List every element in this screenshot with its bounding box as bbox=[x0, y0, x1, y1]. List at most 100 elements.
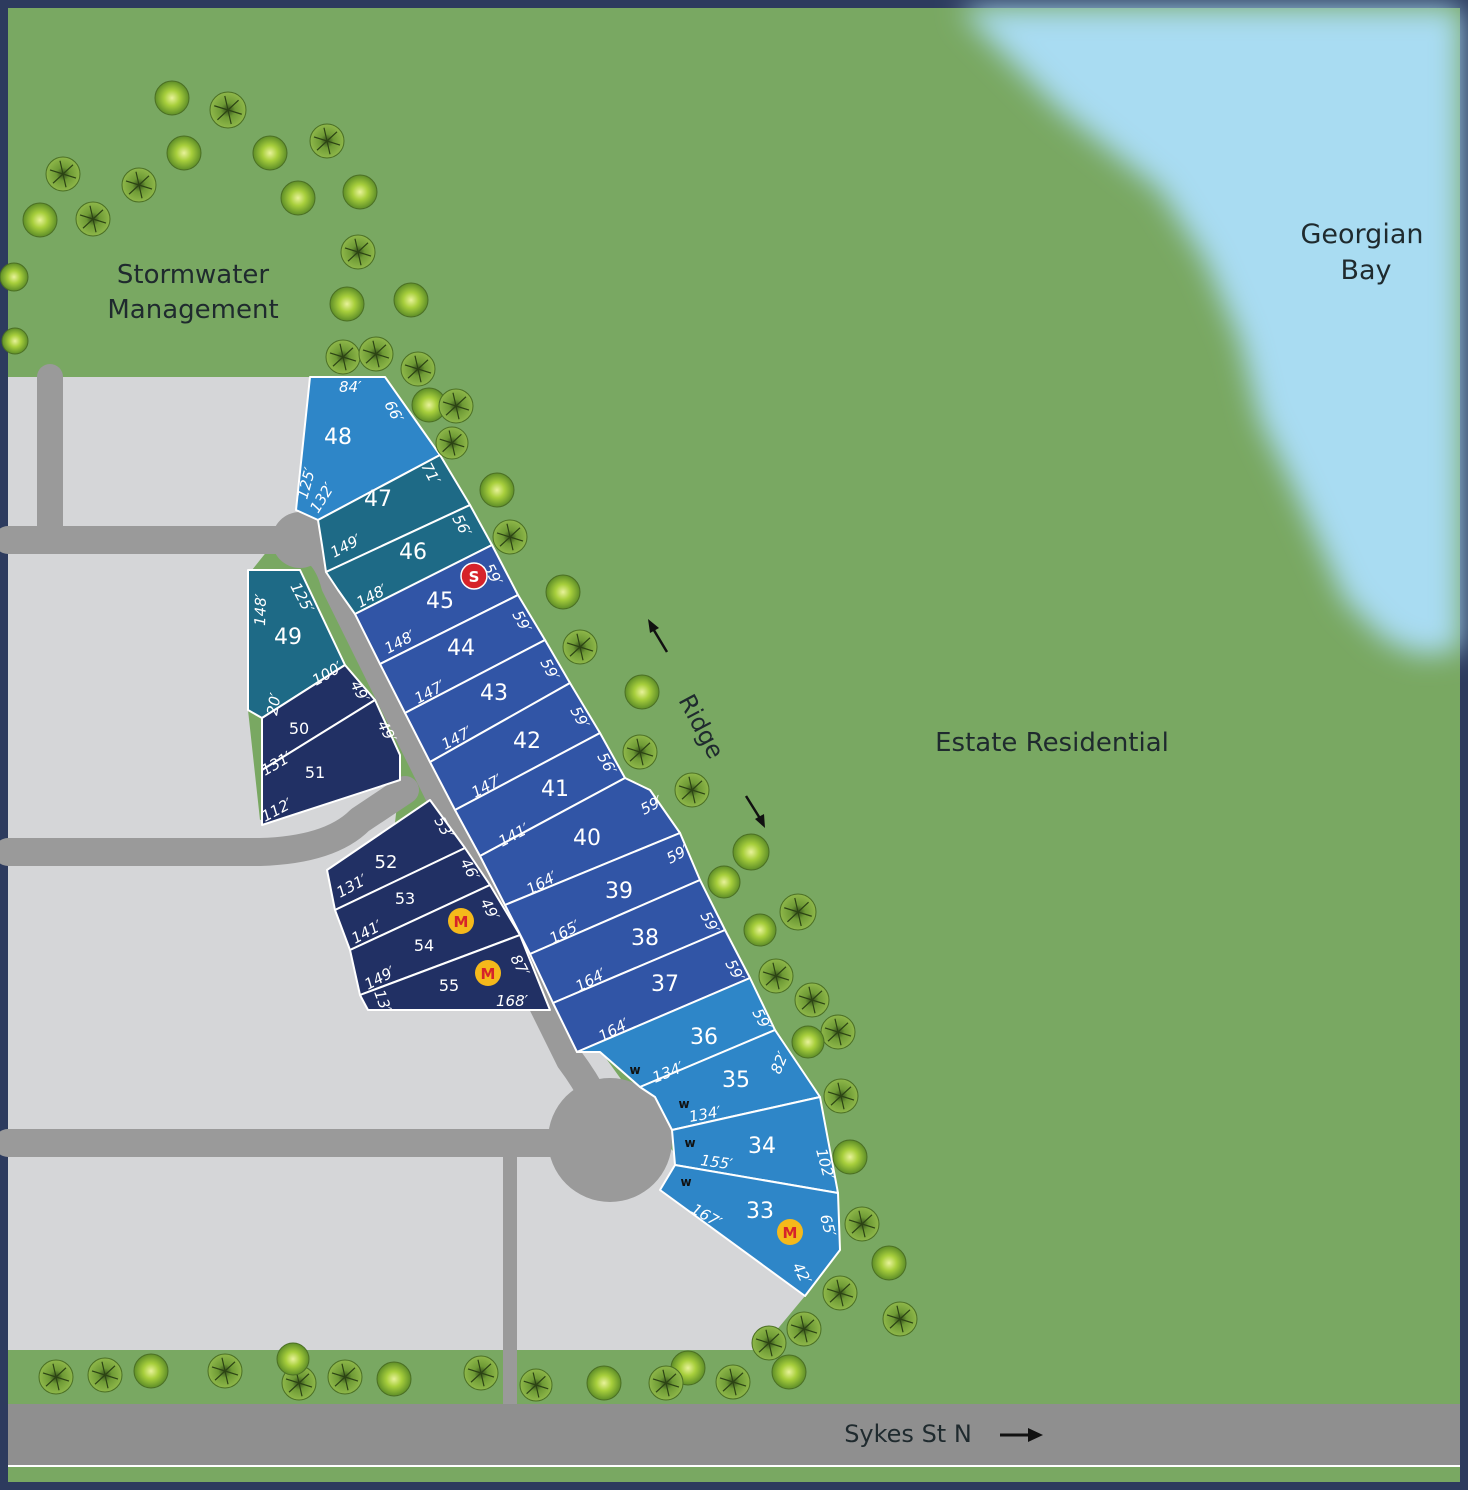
lot-33-number: 33 bbox=[746, 1199, 774, 1224]
tree-icon bbox=[743, 913, 777, 947]
m-marker-label: M bbox=[481, 965, 496, 983]
lot-43-number: 43 bbox=[480, 681, 508, 706]
lot-55-number: 55 bbox=[439, 976, 459, 995]
m-marker-badge bbox=[475, 960, 501, 986]
tree-icon bbox=[586, 1365, 622, 1401]
tree-icon bbox=[751, 1325, 787, 1361]
sykes-st-n-road bbox=[8, 1404, 1460, 1466]
lot-53-number: 53 bbox=[395, 889, 415, 908]
lot-40[interactable] bbox=[479, 777, 681, 906]
tree-icon bbox=[276, 1342, 310, 1376]
m-marker-label: M bbox=[454, 913, 469, 931]
lot-38-number: 38 bbox=[631, 926, 659, 951]
w-marker: w bbox=[684, 1136, 695, 1150]
lot-37-number: 37 bbox=[651, 972, 679, 997]
tree-icon bbox=[823, 1078, 859, 1114]
ridge-arrow-up bbox=[648, 619, 669, 653]
lot-54-number: 54 bbox=[414, 936, 434, 955]
m-marker-label: M bbox=[783, 1224, 798, 1242]
dim-label: 168′ bbox=[496, 992, 529, 1010]
lot-51-number: 51 bbox=[305, 763, 325, 782]
lot-51[interactable] bbox=[261, 699, 401, 826]
georgian-bay-label-line1: Georgian bbox=[1301, 219, 1424, 250]
tree-icon bbox=[75, 201, 111, 237]
dim-label: 65′ bbox=[816, 1212, 839, 1239]
tree-icon bbox=[648, 1365, 684, 1401]
tree-icon bbox=[0, 262, 29, 292]
lot-35-number: 35 bbox=[722, 1068, 750, 1093]
lot-34-number: 34 bbox=[748, 1134, 776, 1159]
tree-icon bbox=[438, 388, 474, 424]
tree-icon bbox=[463, 1355, 499, 1391]
tree-icon bbox=[166, 135, 202, 171]
tree-icon bbox=[435, 426, 469, 460]
tree-icon bbox=[871, 1245, 907, 1281]
tree-icon bbox=[758, 958, 794, 994]
lot-52-number: 52 bbox=[375, 852, 398, 873]
trees bbox=[0, 80, 918, 1402]
area-labels: Stormwater Management Georgian Bay Estat… bbox=[107, 219, 1423, 1448]
tree-icon bbox=[545, 574, 581, 610]
tree-icon bbox=[376, 1361, 412, 1397]
internal-roads bbox=[0, 364, 672, 1412]
tree-icon bbox=[38, 1359, 74, 1395]
tree-icon bbox=[822, 1275, 858, 1311]
tree-icon bbox=[479, 472, 515, 508]
m-marker-badge bbox=[448, 908, 474, 934]
tree-icon bbox=[715, 1364, 751, 1400]
tree-icon bbox=[562, 629, 598, 665]
tree-icon bbox=[121, 167, 157, 203]
lot-41-number: 41 bbox=[541, 777, 569, 802]
tree-icon bbox=[342, 174, 378, 210]
lot-42-number: 42 bbox=[513, 729, 541, 754]
tree-icon bbox=[791, 1025, 825, 1059]
stormwater-label-line1: Stormwater bbox=[117, 260, 270, 290]
s-marker-label: S bbox=[469, 568, 480, 586]
tree-icon bbox=[209, 91, 247, 129]
tree-icon bbox=[492, 519, 528, 555]
tree-icon bbox=[624, 674, 660, 710]
street-direction-arrow bbox=[1000, 1428, 1043, 1442]
lot-36-number: 36 bbox=[690, 1025, 718, 1050]
w-marker: w bbox=[678, 1097, 689, 1111]
tree-icon bbox=[786, 1311, 822, 1347]
w-marker: w bbox=[680, 1175, 691, 1189]
tree-icon bbox=[358, 336, 394, 372]
lot-49-number: 49 bbox=[274, 625, 302, 650]
tree-icon bbox=[325, 339, 361, 375]
dim-label: 134′ bbox=[688, 1103, 723, 1126]
m-marker-badge bbox=[777, 1219, 803, 1245]
ridge-arrow-down bbox=[744, 795, 765, 828]
georgian-bay-label-line2: Bay bbox=[1340, 255, 1391, 286]
estate-residential-label: Estate Residential bbox=[935, 728, 1169, 758]
tree-icon bbox=[327, 1359, 363, 1395]
dim-label: 20′ bbox=[263, 691, 285, 717]
tree-icon bbox=[87, 1357, 123, 1393]
lot-33[interactable] bbox=[659, 1164, 841, 1297]
dim-label: 84′ bbox=[339, 378, 362, 396]
tree-icon bbox=[882, 1301, 918, 1337]
tree-icon bbox=[309, 123, 345, 159]
dim-label: 155′ bbox=[699, 1151, 734, 1173]
dim-label: 148′ bbox=[251, 593, 270, 626]
lot-50-number: 50 bbox=[289, 719, 309, 738]
w-marker: w bbox=[629, 1063, 640, 1077]
lot-40-number: 40 bbox=[573, 826, 601, 851]
s-marker-badge bbox=[460, 562, 488, 590]
tree-icon bbox=[154, 80, 190, 116]
tree-icon bbox=[832, 1139, 868, 1175]
tree-icon bbox=[329, 286, 365, 322]
tree-icon bbox=[674, 772, 710, 808]
tree-icon bbox=[280, 180, 316, 216]
tree-icon bbox=[519, 1368, 553, 1402]
tree-icon bbox=[771, 1354, 807, 1390]
tree-icon bbox=[732, 833, 770, 871]
tree-icon bbox=[622, 734, 658, 770]
sykes-st-n-label: Sykes St N bbox=[844, 1420, 972, 1448]
stormwater-label-line2: Management bbox=[107, 295, 278, 325]
tree-icon bbox=[779, 893, 817, 931]
lot-55[interactable] bbox=[359, 934, 551, 1011]
tree-icon bbox=[22, 202, 58, 238]
